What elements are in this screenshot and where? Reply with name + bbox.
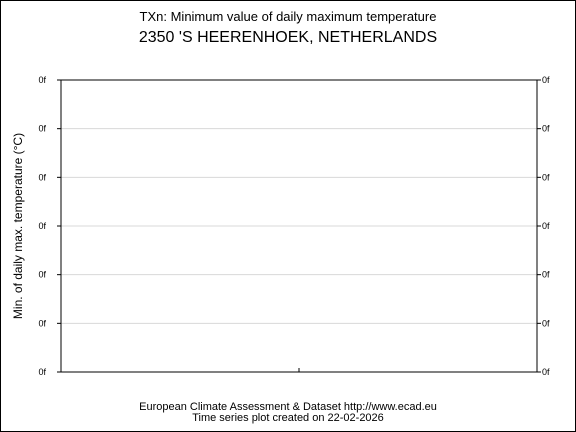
y-tick-label-right: 0f bbox=[542, 367, 550, 377]
y-tick-label-left: 0f bbox=[38, 367, 46, 377]
y-tick-label-left: 0f bbox=[38, 270, 46, 280]
y-tick-label-left: 0f bbox=[38, 75, 46, 85]
y-tick-label-right: 0f bbox=[542, 318, 550, 328]
chart-title: TXn: Minimum value of daily maximum temp… bbox=[140, 9, 437, 24]
y-tick-label-right: 0f bbox=[542, 270, 550, 280]
y-tick-label-left: 0f bbox=[38, 221, 46, 231]
axis-ticks bbox=[57, 79, 541, 373]
y-tick-label-right: 0f bbox=[542, 221, 550, 231]
y-tick-label-right: 0f bbox=[542, 124, 550, 134]
grid-lines bbox=[61, 128, 537, 324]
y-axis-label: Min. of daily max. temperature (°C) bbox=[11, 133, 25, 319]
footer-created-date: Time series plot created on 22-02-2026 bbox=[192, 412, 384, 424]
tick-labels: 0f 0f 0f 0f 0f 0f 0f 0f 0f 0f 0f 0f 0f 0f bbox=[38, 75, 550, 377]
y-tick-label-left: 0f bbox=[38, 172, 46, 182]
y-tick-label-right: 0f bbox=[542, 75, 550, 85]
chart-subtitle: 2350 'S HEERENHOEK, NETHERLANDS bbox=[139, 29, 437, 46]
y-tick-label-left: 0f bbox=[38, 318, 46, 328]
y-tick-label-right: 0f bbox=[542, 172, 550, 182]
footer-source: European Climate Assessment & Dataset ht… bbox=[139, 401, 437, 413]
y-tick-label-left: 0f bbox=[38, 124, 46, 134]
